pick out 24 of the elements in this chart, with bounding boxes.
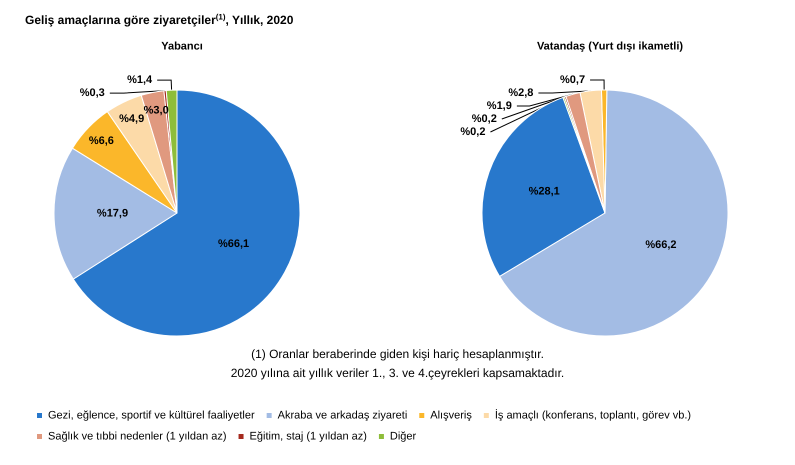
data-label: %66,2 (645, 239, 677, 252)
legend-label: Alışveriş (430, 410, 472, 422)
data-label: %6,6 (88, 134, 114, 147)
text: (1) Oranlar beraberinde giden kişi hariç hesaplanmıştır. (251, 347, 544, 361)
legend-label: İş amaçlı (konferans, toplantı, görev vb.) (494, 408, 692, 422)
slice-label: Yabancı (161, 40, 203, 52)
legend-label: Eğitim, staj (1 yıldan az) (250, 430, 367, 442)
data-label: %0,7 (560, 74, 586, 86)
data-label: %66,1 (218, 238, 250, 250)
legend-label: Sağlık ve tıbbi nedenler (1 yıldan az) (48, 430, 227, 442)
data-label: %0,3 (80, 87, 105, 100)
legend-label: Akraba ve arkadaş ziyareti (278, 410, 408, 422)
data-label: %1,9 (486, 100, 512, 112)
legend-label: Gezi, eğlence, sportif ve kültürel faaliyetler (48, 410, 255, 422)
data-label: %0,2 (472, 113, 497, 126)
slice-label: Vatandaş (Yurt dışı ikametli) (536, 40, 684, 52)
data-label: %4,9 (119, 112, 144, 125)
data-label: %0,2 (460, 126, 486, 138)
data-label: %28,1 (528, 186, 560, 198)
data-label: %17,9 (96, 207, 128, 220)
data-label: %2,8 (508, 87, 534, 100)
legend-label: Diğer (390, 430, 417, 442)
text: 2020 yılına ait yıllık veriler 1., 3. ve 4.çeyrekleri kapsamaktadır. (230, 366, 564, 380)
data-label: %1,4 (127, 74, 154, 86)
